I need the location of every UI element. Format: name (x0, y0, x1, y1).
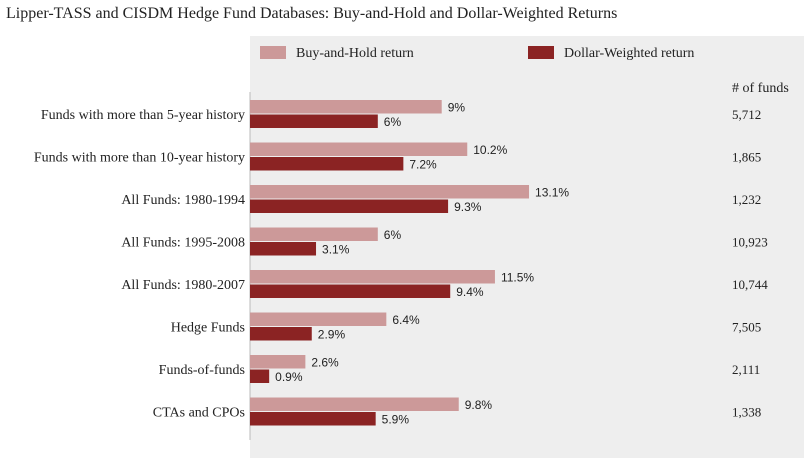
data-label-buy-and-hold: 2.6% (311, 356, 339, 370)
data-label-dollar-weighted: 5.9% (382, 413, 410, 427)
legend: Buy-and-Hold return Dollar-Weighted retu… (260, 46, 694, 61)
legend-swatch-dollar-weighted (528, 46, 554, 59)
data-label-buy-and-hold: 6.4% (392, 313, 420, 327)
data-label-buy-and-hold: 6% (384, 228, 402, 242)
category-label: Funds with more than 5-year history (41, 108, 245, 123)
bar-buy-and-hold (250, 227, 378, 241)
data-label-buy-and-hold: 10.2% (473, 143, 507, 157)
data-label-dollar-weighted: 3.1% (322, 243, 350, 257)
bar-buy-and-hold (250, 185, 530, 199)
bar-buy-and-hold (250, 142, 468, 156)
bar-dollar-weighted (250, 242, 317, 256)
funds-count: 5,712 (732, 107, 761, 122)
bar-dollar-weighted (250, 412, 376, 426)
data-label-dollar-weighted: 7.2% (409, 158, 437, 172)
funds-count: 10,744 (732, 277, 768, 292)
bar-dollar-weighted (250, 327, 312, 341)
category-label: All Funds: 1980-1994 (121, 193, 245, 208)
data-label-buy-and-hold: 11.5% (501, 271, 534, 285)
category-label: Funds with more than 10-year history (34, 151, 245, 166)
bar-buy-and-hold (250, 397, 459, 411)
funds-count: 7,505 (732, 320, 761, 335)
funds-count: 10,923 (732, 235, 768, 250)
legend-swatch-buy-and-hold (260, 46, 286, 59)
bar-buy-and-hold (250, 355, 306, 369)
data-label-dollar-weighted: 2.9% (318, 328, 346, 342)
data-label-dollar-weighted: 6% (384, 115, 402, 129)
bar-rows: Funds with more than 5-year history 9% 6% 5… (34, 100, 768, 427)
funds-column-header: # of funds (732, 81, 789, 96)
category-label: All Funds: 1980-2007 (121, 278, 245, 293)
category-label: All Funds: 1995-2008 (121, 236, 245, 251)
data-label-buy-and-hold: 9% (448, 101, 466, 115)
funds-count: 1,338 (732, 405, 761, 420)
bar-dollar-weighted (250, 284, 451, 298)
chart-title: Lipper-TASS and CISDM Hedge Fund Databas… (6, 5, 617, 22)
funds-count: 1,865 (732, 150, 761, 165)
bar-buy-and-hold (250, 270, 495, 284)
funds-count: 1,232 (732, 192, 761, 207)
data-label-dollar-weighted: 9.4% (456, 285, 484, 299)
bar-dollar-weighted (250, 369, 270, 383)
bar-buy-and-hold (250, 312, 387, 326)
bar-dollar-weighted (250, 157, 404, 171)
data-label-dollar-weighted: 9.3% (454, 200, 482, 214)
legend-label-buy-and-hold: Buy-and-Hold return (296, 46, 414, 61)
category-label: CTAs and CPOs (153, 406, 245, 421)
legend-label-dollar-weighted: Dollar-Weighted return (564, 46, 694, 61)
category-label: Funds-of-funds (159, 363, 245, 378)
bar-buy-and-hold (250, 100, 442, 114)
funds-count: 2,111 (732, 362, 760, 377)
category-label: Hedge Funds (171, 321, 245, 336)
bar-dollar-weighted (250, 199, 449, 213)
data-label-buy-and-hold: 9.8% (465, 398, 493, 412)
data-label-dollar-weighted: 0.9% (275, 370, 303, 384)
data-label-buy-and-hold: 13.1% (535, 186, 569, 200)
bar-dollar-weighted (250, 114, 378, 128)
